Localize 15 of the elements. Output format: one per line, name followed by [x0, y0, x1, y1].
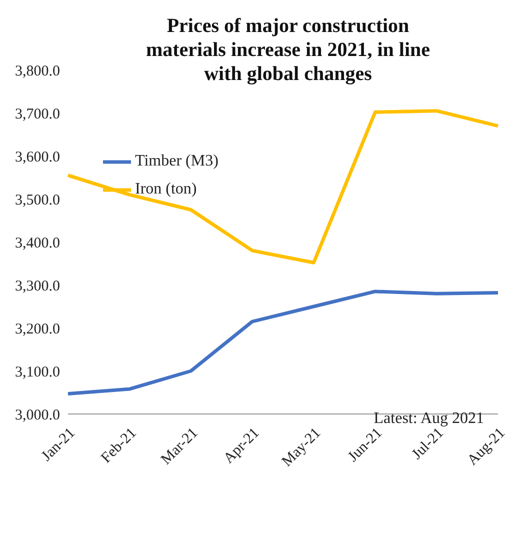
y-tick-label: 3,200.0 — [15, 321, 60, 338]
annotation: Latest: Aug 2021 — [374, 410, 484, 428]
line-series — [66, 109, 500, 264]
y-tick-label: 3,000.0 — [15, 407, 60, 424]
y-tick-label: 3,500.0 — [15, 192, 60, 208]
y-tick-label: 3,600.0 — [15, 149, 60, 166]
legend-label: Iron (ton) — [135, 180, 197, 198]
y-tick-label: 3,100.0 — [15, 364, 60, 380]
line-series — [66, 290, 500, 396]
y-tick-label: 3,700.0 — [15, 106, 60, 122]
y-tick-label: 3,300.0 — [15, 278, 60, 294]
y-tick-label: 3,400.0 — [15, 235, 60, 252]
legend-label: Timber (M3) — [135, 152, 218, 170]
y-tick-label: 3,800.0 — [15, 63, 60, 80]
chart-title: Prices of major construction materials increase in 2021, in line with global changes — [144, 14, 432, 86]
